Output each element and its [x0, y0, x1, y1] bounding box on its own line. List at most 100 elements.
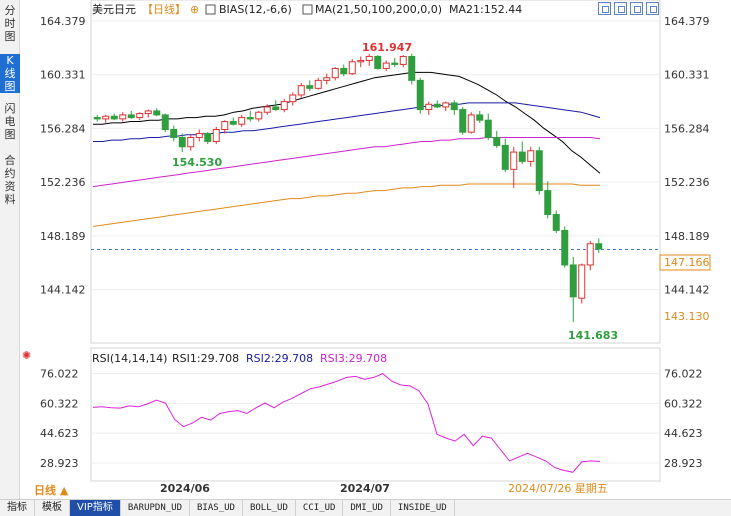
candle-body: [544, 190, 552, 215]
grid: [91, 20, 660, 464]
ma200-line: [92, 183, 600, 227]
candle-body: [297, 85, 305, 96]
candle: [442, 101, 450, 111]
candle: [425, 101, 433, 115]
zoom-out-icon[interactable]: [630, 2, 643, 15]
candle: [467, 112, 475, 134]
candle: [238, 114, 246, 127]
bottom-tab-2[interactable]: VIP指标: [70, 500, 121, 516]
low-left-annotation: 154.530: [172, 156, 222, 169]
bottom-tab-7[interactable]: DMI_UD: [343, 500, 391, 516]
candle: [535, 146, 543, 195]
candle: [561, 226, 569, 268]
candle: [212, 126, 220, 145]
candle: [170, 125, 178, 142]
zoom-in-icon[interactable]: [614, 2, 627, 15]
candle: [510, 146, 518, 188]
bottom-tab-1[interactable]: 模板: [35, 500, 70, 516]
candle: [527, 146, 535, 167]
candles: [93, 53, 603, 323]
sidebar-tab-2[interactable]: 闪电图: [4, 102, 16, 141]
rsi-y-tick-left: 76.022: [40, 368, 79, 381]
candle: [518, 141, 526, 165]
y-tick-left: 144.142: [40, 284, 86, 297]
candle-body: [272, 106, 280, 111]
candle: [314, 77, 322, 90]
sidebar-tab-0[interactable]: 分时图: [4, 4, 16, 43]
checkbox-icon[interactable]: [205, 4, 216, 15]
bottom-tab-4[interactable]: BIAS_UD: [190, 500, 243, 516]
candle: [263, 104, 271, 115]
current-date-label: 2024/07/26 星期五: [508, 482, 608, 495]
candle: [229, 117, 237, 126]
candle-body: [221, 121, 229, 131]
candle-body: [595, 243, 603, 250]
candle: [204, 132, 212, 145]
rsi-settings-icon[interactable]: ✺: [22, 349, 31, 362]
rsi-line: [92, 373, 601, 473]
candle: [246, 110, 254, 122]
crosshair-icon[interactable]: [598, 2, 611, 15]
candle-body: [119, 114, 127, 120]
candle: [433, 100, 441, 109]
y-tick-right: 164.379: [664, 15, 710, 28]
candle-body: [195, 132, 203, 138]
rsi-y-tick-right: 76.022: [664, 368, 703, 381]
candle: [323, 73, 331, 85]
candle-body: [340, 67, 348, 75]
candle-body: [255, 111, 263, 120]
candle-body: [535, 150, 543, 192]
candle: [340, 64, 348, 77]
candle-body: [425, 103, 433, 111]
bottom-tab-6[interactable]: CCI_UD: [296, 500, 344, 516]
candle: [153, 108, 161, 117]
candle: [289, 92, 297, 106]
ma-label: MA(21,50,100,200,0,0): [315, 3, 442, 16]
candle-body: [246, 117, 254, 120]
candle: [374, 55, 382, 70]
bottom-tab-8[interactable]: INSIDE_UD: [391, 500, 455, 516]
ma100-line: [92, 137, 601, 188]
sidebar-tab-3[interactable]: 合约资料: [4, 154, 16, 206]
date-label-june: 2024/06: [160, 482, 210, 495]
settings-icon[interactable]: ⊕: [190, 3, 199, 16]
candle-body: [161, 114, 169, 131]
bottom-tab-5[interactable]: BOLL_UD: [243, 500, 296, 516]
period-button[interactable]: 日线 ▲: [34, 483, 69, 497]
rsi-label: RSI(14,14,14): [92, 352, 167, 365]
secondary-price-label: 143.130: [664, 310, 710, 323]
bottom-tab-3[interactable]: BARUPDN_UD: [121, 500, 191, 516]
candle: [144, 109, 152, 118]
candle: [127, 110, 135, 119]
candle-body: [484, 119, 492, 138]
candle: [306, 80, 314, 91]
candle-body: [238, 117, 246, 125]
candle: [501, 138, 509, 172]
candle-body: [110, 115, 118, 120]
current-price-label: 147.166: [664, 256, 710, 269]
candle: [297, 83, 305, 98]
candle: [365, 53, 373, 66]
bottom-tab-0[interactable]: 指标: [0, 500, 35, 516]
fullscreen-icon[interactable]: [646, 2, 659, 15]
candle-body: [348, 61, 356, 75]
rsi-y-tick-left: 60.322: [40, 397, 79, 410]
candle-body: [102, 115, 110, 120]
candle-body: [187, 136, 195, 148]
y-tick-right: 160.331: [664, 69, 710, 82]
rsi-y-tick-left: 44.623: [40, 427, 79, 440]
candle-body: [127, 114, 135, 119]
y-tick-right: 156.284: [664, 122, 710, 135]
rsi-y-tick-left: 28.923: [40, 457, 79, 470]
checkbox-icon[interactable]: [302, 4, 313, 15]
y-tick-right: 148.189: [664, 230, 710, 243]
y-tick-right: 144.142: [664, 284, 710, 297]
candle-body: [408, 55, 416, 81]
candle-body: [212, 129, 220, 142]
candle: [476, 110, 484, 123]
rsi1-value: RSI1:29.708: [172, 352, 239, 365]
candle: [195, 129, 203, 142]
candle-body: [357, 59, 365, 63]
